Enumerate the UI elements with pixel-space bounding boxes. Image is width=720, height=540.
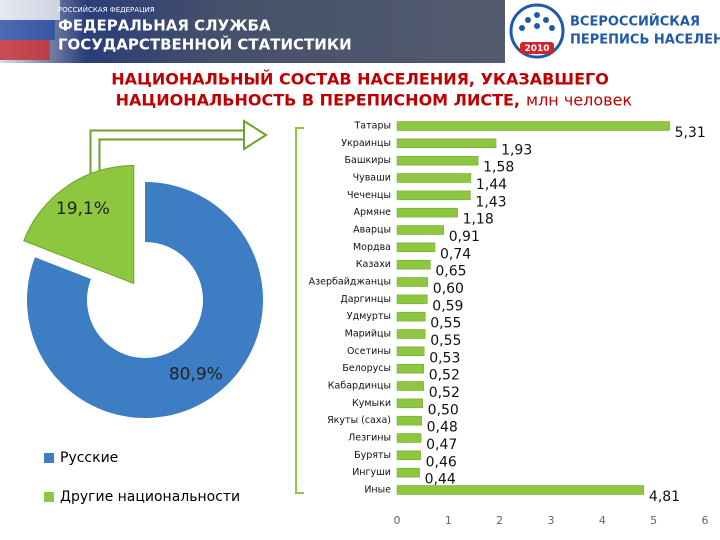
value-label: 0,48: [427, 420, 458, 436]
bar: [396, 121, 670, 131]
x-tick-label: 3: [548, 514, 555, 527]
bar: [396, 277, 429, 287]
donut-slice: [23, 164, 135, 285]
value-label: 0,52: [429, 385, 460, 401]
category-label: Осетины: [347, 346, 391, 357]
bar: [396, 190, 471, 201]
value-label: 1,43: [475, 194, 506, 210]
category-label: Ингуши: [352, 467, 391, 478]
value-label: 4,81: [649, 489, 680, 505]
category-label: Армяне: [354, 207, 392, 218]
flag-blue: [0, 20, 55, 40]
value-label: 1,58: [483, 160, 514, 176]
category-label: Казахи: [356, 259, 391, 270]
x-tick-label: 6: [702, 514, 709, 527]
value-label: 0,50: [428, 402, 459, 418]
value-label: 5,31: [675, 125, 706, 141]
bar: [396, 259, 431, 270]
value-label: 1,93: [501, 142, 532, 158]
bar: [396, 242, 436, 253]
category-label: Кумыки: [352, 398, 391, 409]
category-label: Мордва: [353, 242, 391, 253]
category-label: Башкиры: [345, 155, 391, 166]
legend-swatch: [44, 453, 54, 463]
category-label: Иные: [364, 485, 391, 496]
bar: [396, 225, 444, 235]
slide-unit: млн человек: [526, 91, 632, 110]
category-label: Татары: [353, 121, 391, 132]
bar: [396, 433, 422, 443]
donut-slice: [26, 182, 263, 418]
x-tick-label: 2: [496, 514, 503, 527]
bracket: [295, 127, 304, 494]
value-label: 0,55: [430, 333, 461, 349]
value-label: 0,46: [426, 454, 457, 470]
header-org: ФЕДЕРАЛЬНАЯ СЛУЖБА: [58, 17, 271, 35]
category-label: Удмурты: [347, 311, 391, 322]
bar: [396, 294, 428, 305]
category-label: Аварцы: [353, 225, 391, 236]
value-label: 0,91: [449, 229, 480, 245]
bar: [396, 155, 479, 166]
category-label: Чуваши: [353, 173, 391, 184]
value-label: 0,47: [426, 437, 457, 453]
x-tick-label: 5: [650, 514, 657, 527]
bar: [396, 173, 472, 183]
bar: [396, 381, 424, 391]
value-label: 0,74: [440, 246, 471, 262]
legend-label: Русские: [60, 450, 118, 466]
category-label: Буряты: [354, 450, 391, 461]
x-tick-label: 4: [599, 514, 606, 527]
bar: [396, 450, 421, 461]
value-label: 0,53: [429, 350, 460, 366]
flag-red: [0, 40, 50, 60]
logo-text: ПЕРЕПИСЬ НАСЕЛЕНИЯ: [570, 33, 720, 48]
legend-label: Другие национальности: [60, 489, 240, 505]
logo-figures: [519, 12, 555, 31]
legend-swatch: [44, 492, 54, 502]
logo-text: ВСЕРОССИЙСКАЯ: [570, 14, 700, 30]
value-label: 0,59: [432, 298, 463, 314]
x-tick-label: 1: [445, 514, 452, 527]
value-label: 1,18: [463, 212, 494, 228]
x-tick-label: 0: [394, 514, 401, 527]
logo-year-box: [520, 42, 554, 54]
slice-label: 80,9%: [169, 364, 223, 384]
bar: [396, 363, 424, 374]
value-label: 0,44: [425, 472, 456, 488]
logo-year: 2010: [524, 44, 549, 54]
arrow-head: [243, 119, 268, 151]
value-label: 0,65: [435, 264, 466, 280]
value-label: 0,52: [429, 368, 460, 384]
slice-label: 19,1%: [56, 199, 110, 219]
bar: [396, 467, 420, 478]
header-org: ГОСУДАРСТВЕННОЙ СТАТИСТИКИ: [58, 35, 352, 54]
slide-title: НАЦИОНАЛЬНОСТЬ В ПЕРЕПИСНОМ ЛИСТЕ,: [116, 91, 520, 110]
arrow-body: [91, 131, 245, 178]
bar: [396, 207, 458, 218]
category-label: Азербайджанцы: [309, 277, 391, 288]
value-label: 0,55: [430, 316, 461, 332]
header-country: РОССИЙСКАЯ ФЕДЕРАЦИЯ: [58, 5, 155, 14]
value-label: 1,44: [476, 177, 507, 193]
bar: [396, 398, 423, 409]
slide-title: НАЦИОНАЛЬНЫЙ СОСТАВ НАСЕЛЕНИЯ, УКАЗАВШЕГ…: [111, 70, 609, 89]
value-label: 0,60: [433, 281, 464, 297]
category-label: Якуты (саха): [327, 415, 391, 426]
category-label: Украинцы: [341, 138, 391, 149]
category-label: Марийцы: [345, 329, 391, 340]
bar: [396, 311, 426, 322]
category-label: Чеченцы: [347, 190, 391, 201]
flag-white: [0, 0, 60, 20]
bar: [396, 346, 425, 357]
bar: [396, 415, 422, 426]
bar: [396, 329, 426, 339]
category-label: Кабардинцы: [328, 381, 391, 392]
category-label: Даргинцы: [340, 294, 391, 305]
bar: [396, 138, 497, 149]
category-label: Лезгины: [348, 433, 391, 444]
category-label: Белорусы: [342, 363, 391, 374]
bar: [396, 485, 645, 495]
